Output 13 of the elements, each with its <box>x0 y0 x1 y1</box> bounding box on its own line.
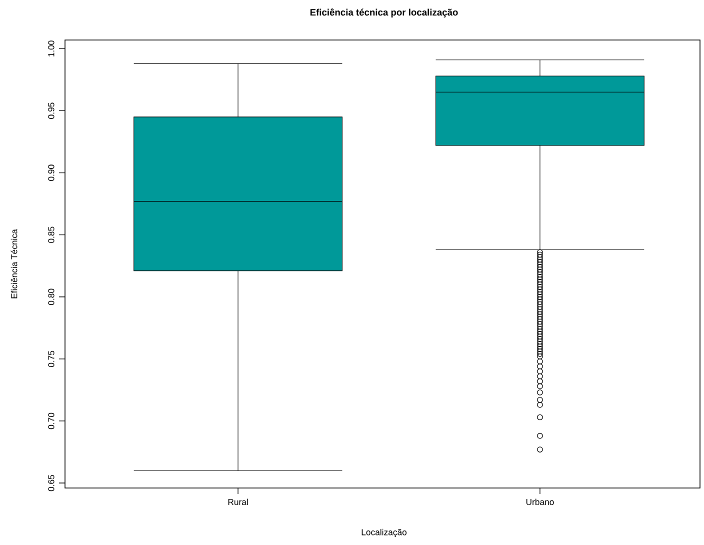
y-axis-title: Eficiência Técnica <box>10 229 18 298</box>
chart-title: Eficiência técnica por localização <box>310 8 458 18</box>
x-tick-label: Urbano <box>526 498 554 506</box>
y-tick-label: 0.90 <box>48 164 54 181</box>
x-tick-label: Rural <box>228 498 248 506</box>
y-tick-label: 1.00 <box>48 40 54 56</box>
x-axis-title: Localização <box>362 528 407 538</box>
y-tick-label: 0.85 <box>48 226 54 243</box>
y-tick-label: 0.80 <box>48 288 54 305</box>
y-tick-label: 0.95 <box>48 102 54 119</box>
y-tick-label: 0.70 <box>48 412 54 430</box>
y-tick-label: 0.65 <box>48 474 54 492</box>
y-tick-label: 0.75 <box>48 350 54 368</box>
